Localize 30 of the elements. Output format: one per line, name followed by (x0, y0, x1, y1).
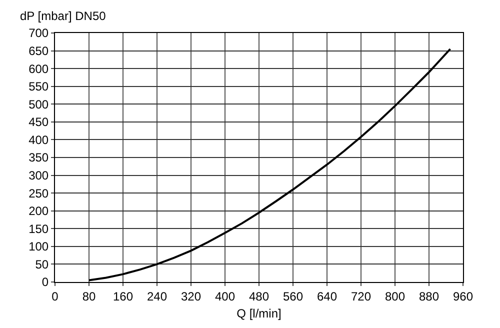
x-tick-label: 960 (452, 289, 474, 304)
x-axis-title: Q [l/min] (236, 306, 282, 320)
x-tick-label: 720 (350, 289, 372, 304)
y-tick-label: 50 (35, 257, 49, 272)
y-tick-label: 500 (28, 97, 49, 112)
x-tick-label: 560 (282, 289, 304, 304)
y-tick-label: 300 (28, 168, 49, 182)
y-tick-label: 450 (28, 115, 49, 130)
y-tick-label: 0 (42, 275, 49, 290)
x-tick-label: 80 (82, 289, 96, 304)
y-tick-label: 100 (28, 240, 49, 254)
x-tick-label: 480 (248, 289, 270, 304)
x-tick-label: 400 (214, 289, 236, 304)
x-tick-label: 800 (384, 289, 406, 304)
y-tick-label: 250 (28, 186, 49, 200)
x-tick-label: 0 (52, 289, 59, 304)
x-tick-label: 320 (180, 289, 202, 304)
y-tick-label: 350 (28, 150, 49, 165)
y-tick-label: 150 (28, 222, 49, 236)
y-axis-title: dP [mbar] DN50 (20, 9, 106, 23)
y-tick-label: 700 (28, 26, 49, 40)
y-tick-label: 400 (28, 132, 49, 147)
y-tick-label: 200 (28, 204, 49, 218)
y-tick-label: 650 (28, 44, 49, 58)
x-tick-label: 880 (418, 289, 440, 304)
x-tick-label: 640 (316, 289, 338, 304)
y-tick-label: 600 (28, 62, 49, 76)
x-tick-label: 240 (146, 289, 168, 304)
x-tick-label: 160 (112, 289, 134, 304)
y-tick-label: 550 (28, 80, 49, 94)
